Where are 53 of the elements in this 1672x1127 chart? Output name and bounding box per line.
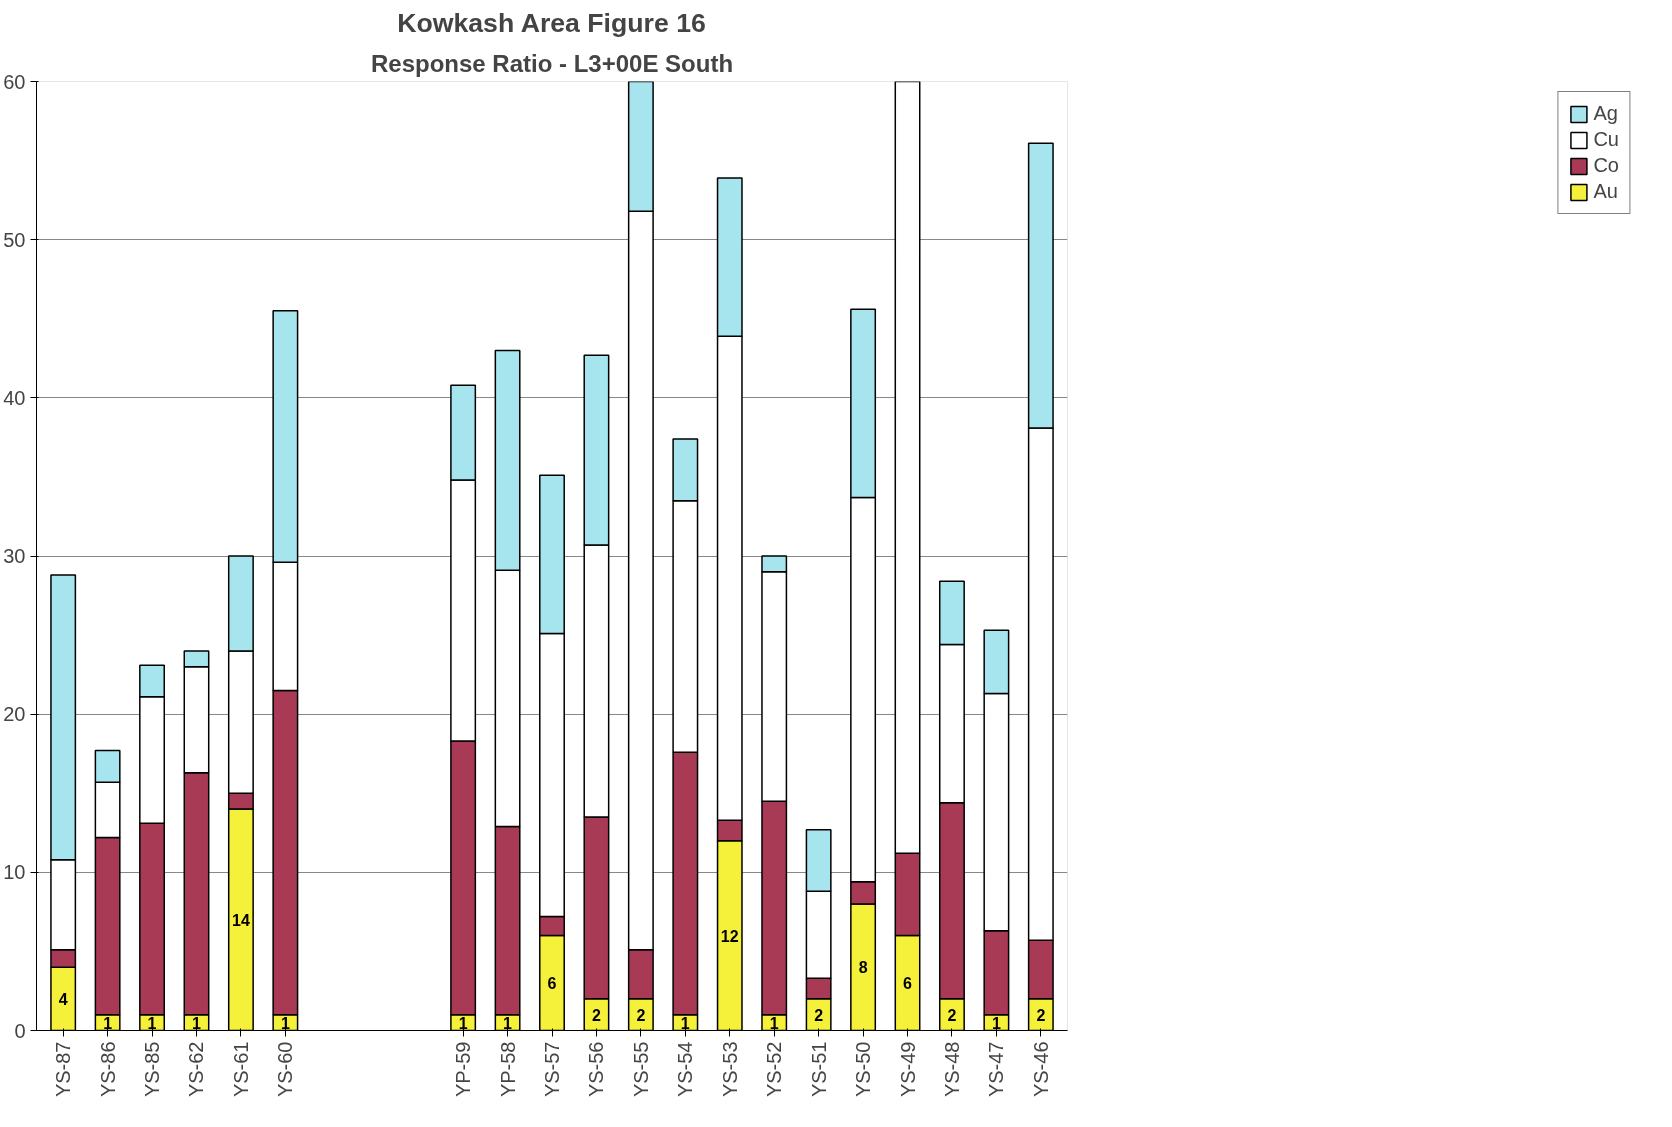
x-tick-label: YS-47 bbox=[985, 1041, 1008, 1098]
x-tick-label: YS-54 bbox=[674, 1041, 697, 1098]
x-tick-label: YS-85 bbox=[141, 1041, 164, 1098]
x-tick-label: YS-60 bbox=[274, 1041, 297, 1098]
x-tick-label: YS-62 bbox=[185, 1041, 208, 1098]
x-tick-label: YS-53 bbox=[718, 1041, 741, 1098]
y-tick-label: 60 bbox=[3, 70, 26, 93]
x-tick-label: YS-50 bbox=[852, 1041, 875, 1098]
legend-label: Co bbox=[1593, 154, 1619, 177]
y-tick-label: 10 bbox=[3, 861, 26, 884]
data-label: 1 bbox=[103, 1014, 113, 1032]
x-tick-label: YP-59 bbox=[452, 1041, 475, 1098]
data-label: 2 bbox=[814, 1006, 824, 1024]
x-tick-label: YS-48 bbox=[940, 1041, 963, 1098]
x-tick-label: YP-58 bbox=[496, 1041, 519, 1098]
data-label: 1 bbox=[680, 1014, 690, 1032]
x-tick-label: YS-87 bbox=[52, 1041, 75, 1098]
y-tick-label: 20 bbox=[3, 703, 26, 726]
legend-label: Cu bbox=[1593, 128, 1619, 151]
data-label: 12 bbox=[720, 927, 739, 945]
data-label: 2 bbox=[1036, 1006, 1046, 1024]
x-tick-label: YS-52 bbox=[763, 1041, 786, 1098]
x-tick-label: YS-55 bbox=[629, 1041, 652, 1098]
x-tick-label: YS-51 bbox=[807, 1041, 830, 1098]
data-label: 2 bbox=[947, 1006, 957, 1024]
data-label: 6 bbox=[903, 975, 913, 993]
data-label: 6 bbox=[547, 975, 557, 993]
data-label: 8 bbox=[858, 959, 868, 977]
y-tick-label: 40 bbox=[3, 386, 26, 409]
data-label: 1 bbox=[280, 1014, 290, 1032]
legend-label: Ag bbox=[1593, 102, 1618, 125]
y-tick-label: 0 bbox=[14, 1019, 26, 1042]
x-tick-label: YS-61 bbox=[229, 1041, 252, 1098]
data-label: 1 bbox=[192, 1014, 202, 1032]
chart-title: Kowkash Area Figure 16 bbox=[397, 7, 706, 38]
data-label: 1 bbox=[991, 1014, 1001, 1032]
x-tick-label: YS-57 bbox=[541, 1041, 563, 1098]
y-tick-label: 50 bbox=[3, 228, 26, 251]
data-label: 2 bbox=[591, 1006, 601, 1024]
data-label: 4 bbox=[58, 990, 68, 1008]
data-label: 2 bbox=[636, 1006, 646, 1024]
x-tick-label: YS-49 bbox=[896, 1041, 919, 1098]
data-label: 14 bbox=[232, 911, 250, 929]
x-tick-label: YS-56 bbox=[585, 1041, 608, 1098]
chart-subtitle: Response Ratio - L3+00E South bbox=[370, 49, 734, 77]
x-tick-label: YS-46 bbox=[1029, 1041, 1052, 1098]
data-label: 1 bbox=[769, 1014, 779, 1032]
data-label: 1 bbox=[458, 1014, 468, 1032]
x-tick-label: YS-86 bbox=[96, 1041, 119, 1098]
data-label: 1 bbox=[503, 1014, 513, 1032]
data-label: 1 bbox=[147, 1014, 157, 1032]
y-tick-label: 30 bbox=[3, 545, 26, 567]
legend-label: Au bbox=[1593, 180, 1618, 203]
